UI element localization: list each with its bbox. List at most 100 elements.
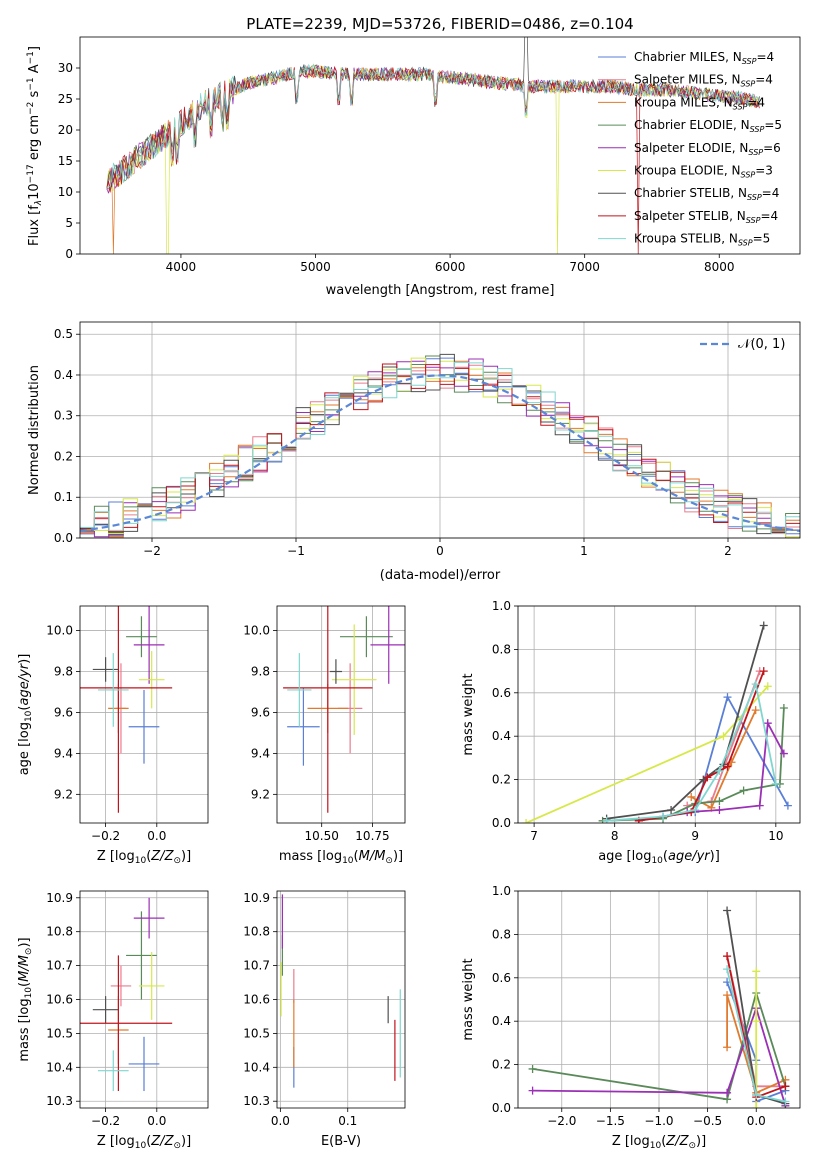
age_vs_mass-point-chabrier_stelib [329,659,343,684]
age_vs_mass-point-salpeter_stelib [283,606,373,813]
weight_vs_age-ytick-label: 0.8 [492,642,511,656]
weight_vs_age-marker [723,762,732,771]
residuals-ytick-label: 0.0 [54,531,73,545]
weight_vs_Z-marker [723,952,732,961]
weight_vs_Z-marker [752,1017,761,1026]
weight_vs_Z-xtick-label: −1.5 [596,1114,625,1128]
mass_vs_Z-point-salpeter_miles [110,965,132,1007]
weight_vs_age-ytick-label: 1.0 [492,599,511,613]
mass_vs_Z-ytick-label: 10.8 [46,925,73,939]
weight_vs_Z-marker [723,1043,732,1052]
spectrum-legend-label: Chabrier MILES, NSSP=4 [634,50,774,66]
spectrum-ytick-label: 20 [58,123,73,137]
weight_vs_age-marker [763,719,772,728]
weight_vs_Z-xtick-label: −0.5 [693,1114,722,1128]
residuals-ytick-label: 0.2 [54,449,73,463]
age_vs_Z-xtick-label: −0.2 [91,829,120,843]
age_vs_Z-ytick-label: 9.6 [54,705,73,719]
spectrum-legend-label: Salpeter MILES, NSSP=4 [634,73,773,89]
weight_vs_age-marker [687,792,696,801]
weight_vs_Z-marker [528,1086,537,1095]
weight_vs_age-marker [779,703,788,712]
age_vs_mass-point-chabrier_miles [287,687,320,766]
spectrum-series-chabrier_stelib [106,37,760,188]
age_vs_mass-point-salpeter_elodie [370,606,405,684]
spectrum-ytick-label: 10 [58,185,73,199]
residual-legend-label: 𝒩(0, 1) [738,337,785,352]
weight_vs_age-ylabel: mass weight [461,673,476,755]
spectrum-ytick-label: 30 [58,61,73,75]
weight_vs_Z-ylabel: mass weight [461,958,476,1040]
weight_vs_age-marker [522,819,531,823]
weight_vs_Z-ytick-label: 0.8 [492,927,511,941]
mass_vs_ebv-ytick-label: 10.9 [243,891,270,905]
mass_vs_ebv-ytick-label: 10.5 [243,1026,270,1040]
spectrum-xtick-label: 8000 [704,260,735,274]
mass_vs_Z-ytick-label: 10.5 [46,1026,73,1040]
mass_vs_Z-chart: −0.2 0.0 10.3 10.4 10.5 10.6 10.7 10.8 10.9 Z [lo… [17,890,209,1151]
age_vs_Z-frame [79,605,209,824]
weight_vs_Z-line [532,1005,787,1107]
weight_vs_Z-marker [528,1064,537,1073]
age_vs_Z-point-kroupa_stelib [97,653,129,727]
spectrum-series-kroupa_stelib [106,63,760,188]
spectrum-legend-label: Kroupa ELODIE, NSSP=3 [634,164,773,180]
mass_vs_ebv-xtick-label: 0.0 [271,1114,290,1128]
age_vs_mass-xlabel: mass [log10(M/M⊙)] [279,849,403,866]
weight_vs_Z-marker [781,1082,790,1091]
weight_vs_age-chart: 7 8 9 10 0.0 0.2 0.4 0.6 0.8 1.0 age [log10(age/yr… [461,599,801,866]
age_vs_mass-ytick-label: 9.6 [251,705,270,719]
residuals-xtick-label: −2 [143,544,161,558]
weight_vs_Z-ytick-label: 0.0 [492,1101,511,1115]
age_vs_mass-ytick-label: 9.2 [251,787,270,801]
mass_vs_Z-point-salpeter_elodie [133,897,165,939]
residuals-xtick-label: 0 [436,544,444,558]
weight_vs_Z-marker [752,1104,761,1108]
age_vs_Z-ylabel: age [log10(age/yr)] [17,654,34,776]
spectrum-ytick-label: 25 [58,92,73,106]
weight_vs_age-marker [723,693,732,702]
mass_vs_ebv-ytick-label: 10.8 [243,925,270,939]
figure-title: PLATE=2239, MJD=53726, FIBERID=0486, z=0… [246,15,633,33]
weight_vs_age-marker [739,786,748,795]
weight_vs_Z-xtick-label: −1.0 [644,1114,673,1128]
weight_vs_age-marker [715,805,724,814]
residuals-xlabel: (data-model)/error [380,568,501,583]
weight_vs_age-marker [715,766,724,775]
weight_vs_Z-ytick-label: 0.4 [492,1014,511,1028]
weight_vs_age-marker [771,779,780,788]
residual-hist-kroupa_stelib [80,361,800,535]
spectrum-frame [79,36,801,255]
weight_vs_age-series-kroupa_elodie [522,682,772,823]
weight_vs_Z-marker [752,1090,761,1099]
age_vs_mass-point-kroupa_stelib [287,653,312,727]
spectrum-legend-label: Salpeter STELIB, NSSP=4 [634,209,778,225]
age_vs_mass-frame [276,605,406,824]
age_vs_mass-point-chabrier_elodie [339,616,393,658]
weight_vs_age-marker [691,805,700,814]
weight_vs_Z-frame [517,890,801,1109]
weight_vs_age-ytick-label: 0.6 [492,686,511,700]
mass_vs_Z-ytick-label: 10.7 [46,959,73,973]
mass_vs_Z-point-kroupa_stelib [97,1050,129,1092]
weight_vs_Z-series-kroupa_elodie [752,967,761,1108]
spectrum-xtick-label: 5000 [300,260,331,274]
mass_vs_ebv-ytick-label: 10.7 [243,959,270,973]
mass_vs_Z-ytick-label: 10.4 [46,1060,73,1074]
mass_vs_Z-plot-area [80,897,173,1092]
residuals-ylabel: Normed distribution [27,365,42,495]
weight_vs_age-ytick-label: 0.4 [492,729,511,743]
spectrum-xtick-label: 7000 [569,260,600,274]
weight_vs_age-frame [517,605,801,824]
mass_vs_ebv-ytick-label: 10.4 [243,1060,270,1074]
mass_vs_ebv-xlabel: E(B-V) [321,1134,361,1149]
age_vs_Z-point-chabrier_elodie [126,616,157,658]
weight_vs_age-marker [751,680,760,689]
age_vs_mass-point-kroupa_elodie [331,624,377,735]
age_vs_mass-ytick-label: 9.4 [251,746,270,760]
weight_vs_Z-ytick-label: 0.2 [492,1058,511,1072]
weight_vs_Z-ytick-label: 0.6 [492,971,511,985]
age_vs_Z-point-chabrier_stelib [92,657,119,682]
weight_vs_age-marker [763,682,772,691]
